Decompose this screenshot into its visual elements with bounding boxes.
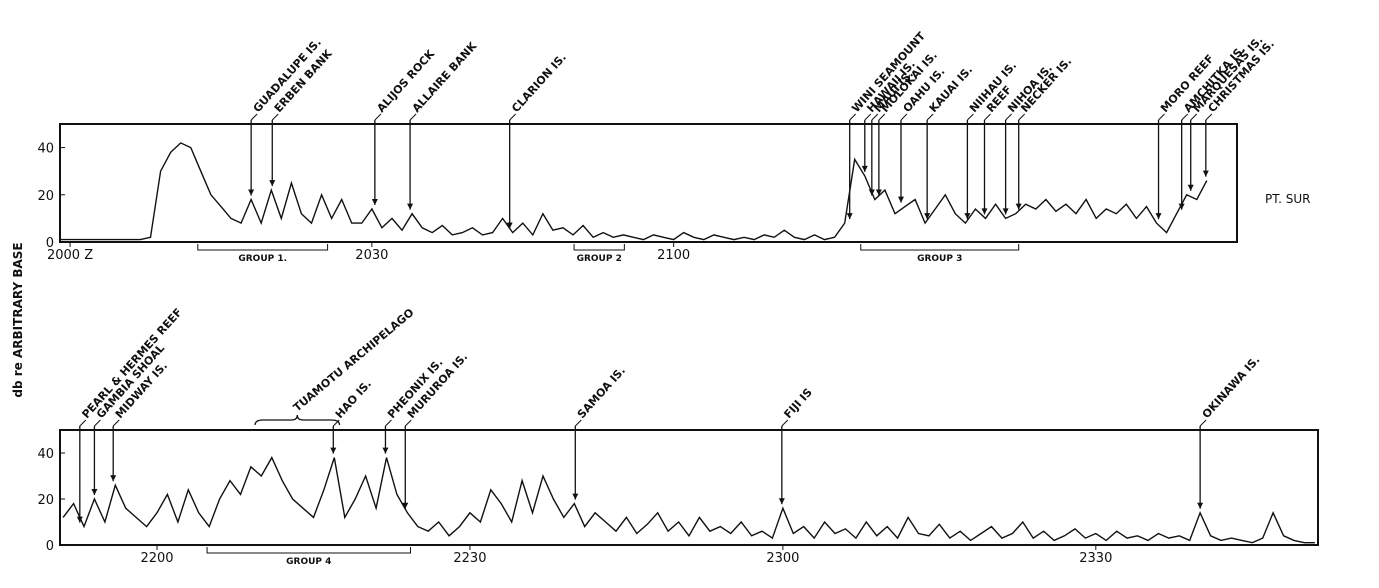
annotation-leader <box>967 113 974 121</box>
annotation-leader <box>1018 113 1026 121</box>
arrow-head <box>506 222 513 229</box>
arrow-head <box>91 489 98 495</box>
group-label: GROUP 3 <box>917 254 962 264</box>
annotation-leader <box>94 419 101 427</box>
annotation-leader <box>926 113 934 121</box>
annotation-leader <box>1158 113 1165 121</box>
arrow-head <box>924 213 931 220</box>
y-tick-label: 40 <box>37 447 54 462</box>
arrow-head <box>330 447 337 454</box>
arrow-head <box>868 189 875 196</box>
annotation-leader <box>1190 113 1198 121</box>
x-tick-label: 2300 <box>766 551 799 566</box>
arrow-head <box>1178 203 1185 210</box>
group-label: GROUP 1. <box>238 254 287 264</box>
annotation-label: SAMOA IS. <box>575 364 628 421</box>
y-tick-label: 40 <box>37 142 54 157</box>
group-bracket <box>573 244 625 251</box>
annotation-leader <box>864 113 872 121</box>
span-brace <box>254 414 341 426</box>
annotation-leader <box>1005 113 1012 121</box>
annotation-leader <box>1205 113 1213 121</box>
arrow-head <box>1197 502 1204 509</box>
group-bracket <box>197 244 329 251</box>
annotation-leader <box>984 113 991 121</box>
y-tick-label: 0 <box>46 236 54 251</box>
arrow-head <box>371 198 378 205</box>
arrow-head <box>572 493 579 500</box>
annotation-label: ALLAIRE BANK <box>410 39 480 115</box>
group-bracket <box>860 244 1020 251</box>
arrow-head <box>861 165 868 172</box>
arrow-head <box>778 498 785 505</box>
x-tick-label: 2230 <box>453 551 486 566</box>
annotation-label: FIJI IS <box>781 386 815 421</box>
arrow-head <box>898 196 905 203</box>
annotation-leader <box>385 419 392 427</box>
annotation-leader <box>1199 419 1207 427</box>
location-label: PT. SUR <box>1265 192 1311 206</box>
annotation-leader <box>871 113 879 121</box>
group-label: GROUP 2 <box>577 254 622 264</box>
plot-frame <box>59 429 1319 546</box>
x-tick-label: 2200 <box>140 551 173 566</box>
arrow-head <box>1187 184 1194 191</box>
y-tick-label: 20 <box>37 493 54 508</box>
annotation-label: HAO IS. <box>333 377 374 421</box>
plot-frame <box>59 123 1238 243</box>
arrow-head <box>846 213 853 220</box>
annotation-label: CLARION IS. <box>509 51 569 115</box>
annotation-leader <box>781 419 789 427</box>
annotation-leader <box>849 113 857 121</box>
annotation-leader <box>250 113 258 121</box>
y-axis-label: db re ARBITRARY BASE <box>11 242 25 397</box>
arrow-head <box>1015 203 1022 210</box>
arrow-head <box>402 502 409 509</box>
group-label: GROUP 4 <box>286 557 331 567</box>
annotation-leader <box>79 419 87 427</box>
annotation-leader <box>374 113 382 121</box>
arrow-head <box>269 180 276 187</box>
annotation-leader <box>112 419 120 427</box>
group-bracket <box>206 547 411 554</box>
arrow-head <box>981 208 988 215</box>
arrow-head <box>964 213 971 220</box>
y-tick-label: 0 <box>46 539 54 554</box>
arrow-head <box>382 447 389 454</box>
x-tick-label: 2330 <box>1079 551 1112 566</box>
signal-line <box>60 142 1208 241</box>
arrow-head <box>1002 208 1009 215</box>
annotation-label: OKINAWA IS. <box>1200 353 1263 421</box>
annotation-leader <box>509 113 517 121</box>
x-tick-label: 2100 <box>657 248 690 263</box>
x-tick-label: 2000 Z <box>47 248 93 263</box>
annotation-leader <box>271 113 279 121</box>
x-tick-label: 2030 <box>355 248 388 263</box>
arrow-head <box>248 189 255 196</box>
y-tick-label: 20 <box>37 189 54 204</box>
annotation-leader <box>574 419 582 427</box>
annotation-leader <box>404 419 412 427</box>
annotation-leader <box>1181 113 1189 121</box>
arrow-head <box>110 475 117 482</box>
annotation-leader <box>409 113 417 121</box>
annotation-leader <box>900 113 908 121</box>
arrow-head <box>875 189 882 196</box>
arrow-head <box>1155 213 1162 220</box>
arrow-head <box>1202 170 1209 177</box>
arrow-head <box>76 516 83 523</box>
signal-line <box>62 456 1315 544</box>
annotation-leader <box>878 113 886 121</box>
arrow-head <box>407 203 414 210</box>
